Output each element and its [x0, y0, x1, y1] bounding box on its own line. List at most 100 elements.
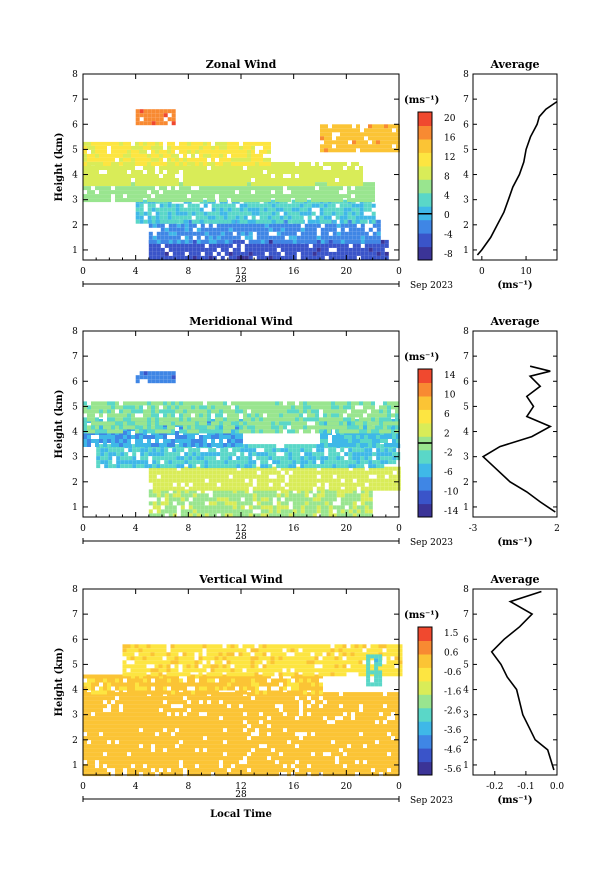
heatmap-cell: [227, 149, 231, 154]
heatmap-cell: [156, 235, 161, 240]
heatmap-cell: [351, 182, 355, 186]
heatmap-cell: [108, 464, 113, 469]
heatmap-cell: [243, 700, 247, 705]
heatmap-cell: [95, 720, 99, 725]
heatmap-cell: [143, 149, 147, 154]
heatmap-cell: [156, 223, 161, 228]
heatmap-cell: [215, 219, 220, 224]
heatmap-cell: [251, 720, 255, 725]
heatmap-cell: [103, 704, 107, 709]
heatmap-cell: [328, 227, 333, 232]
heatmap-cell: [311, 401, 315, 406]
heatmap-cell: [280, 255, 285, 260]
heatmap-cell: [203, 708, 207, 713]
heatmap-cell: [267, 712, 271, 717]
heatmap-cell: [83, 712, 87, 717]
heatmap-cell: [275, 401, 279, 406]
heatmap-cell: [96, 464, 101, 469]
heatmap-cell: [187, 157, 191, 162]
heatmap-cell: [303, 170, 307, 174]
heatmap-cell: [119, 712, 123, 717]
heatmap-cell: [83, 401, 87, 406]
heatmap-cell: [107, 712, 111, 717]
heatmap-cell: [299, 194, 303, 199]
heatmap-cell: [204, 456, 209, 461]
heatmap-cell: [147, 720, 151, 725]
heatmap-cell: [111, 145, 115, 150]
heatmap-cell: [267, 417, 271, 422]
heatmap-cell: [103, 157, 107, 162]
heatmap-cell: [139, 198, 143, 203]
heatmap-cell: [380, 460, 385, 465]
heatmap-cell: [328, 464, 333, 469]
heatmap-cell: [352, 136, 356, 141]
heatmap-cell: [187, 166, 191, 170]
heatmap-cell: [220, 474, 225, 479]
heatmap-cell: [276, 470, 281, 475]
heatmap-cell: [240, 513, 245, 518]
heatmap-cell: [119, 186, 123, 191]
heatmap-cell: [123, 145, 127, 150]
heatmap-cell: [319, 724, 323, 729]
heatmap-cell: [276, 497, 281, 502]
heatmap-cell: [192, 239, 197, 244]
heatmap-cell: [188, 474, 193, 479]
heatmap-cell: [235, 417, 239, 422]
heatmap-cell: [304, 448, 309, 453]
heatmap-cell: [332, 124, 336, 129]
heatmap-cell: [180, 478, 185, 483]
heatmap-cell: [199, 421, 203, 426]
heatmap-cell: [392, 474, 397, 479]
heatmap-cell: [279, 405, 283, 410]
heatmap-cell: [136, 448, 141, 453]
heatmap-cell: [203, 211, 208, 216]
heatmap-cell: [288, 474, 293, 479]
heatmap-cell: [291, 182, 295, 186]
heatmap-cell: [232, 486, 237, 491]
heatmap-cell: [227, 439, 231, 443]
heatmap-cell: [360, 489, 365, 494]
heatmap-cell: [352, 235, 357, 240]
heatmap-cell: [335, 182, 339, 186]
heatmap-cell: [292, 243, 297, 248]
heatmap-cell: [239, 203, 244, 208]
heatmap-cell: [135, 439, 139, 443]
heatmap-cell: [216, 464, 221, 469]
heatmap-cell: [315, 712, 319, 717]
heatmap-cell: [308, 235, 313, 240]
heatmap-cell: [115, 182, 119, 186]
heatmap-cell: [224, 505, 229, 510]
heatmap-cell: [251, 211, 256, 216]
heatmap-cell: [267, 182, 271, 186]
heatmap-cell: [336, 435, 340, 439]
heatmap-cell: [279, 198, 283, 203]
heatmap-cell: [227, 215, 232, 220]
heatmap-cell: [287, 401, 291, 406]
heatmap-cell: [371, 716, 375, 721]
heatmap-cell: [283, 211, 288, 216]
heatmap-cell: [180, 239, 185, 244]
heatmap-cell: [255, 194, 259, 199]
heatmap-cell: [384, 435, 388, 439]
heatmap-cell: [384, 486, 389, 491]
colorbar-unit: (ms⁻¹): [404, 95, 439, 106]
heatmap-cell: [135, 198, 139, 203]
heatmap-cell: [367, 692, 371, 697]
heatmap-cell: [323, 203, 328, 208]
heatmap-cell: [315, 417, 319, 422]
heatmap-cell: [195, 203, 200, 208]
heatmap-cell: [328, 148, 332, 153]
heatmap-cell: [344, 124, 348, 129]
heatmap-cell: [215, 429, 219, 434]
heatmap-cell: [363, 203, 368, 208]
heatmap-cell: [320, 460, 325, 465]
heatmap-cell: [327, 429, 331, 434]
heatmap-cell: [308, 478, 313, 483]
heatmap-cell: [255, 174, 259, 178]
heatmap-cell: [315, 190, 319, 195]
heatmap-cell: [103, 409, 107, 414]
heatmap-cell: [139, 161, 143, 166]
heatmap-cell: [315, 203, 320, 208]
heatmap-cell: [339, 405, 343, 410]
heatmap-cell: [200, 486, 205, 491]
